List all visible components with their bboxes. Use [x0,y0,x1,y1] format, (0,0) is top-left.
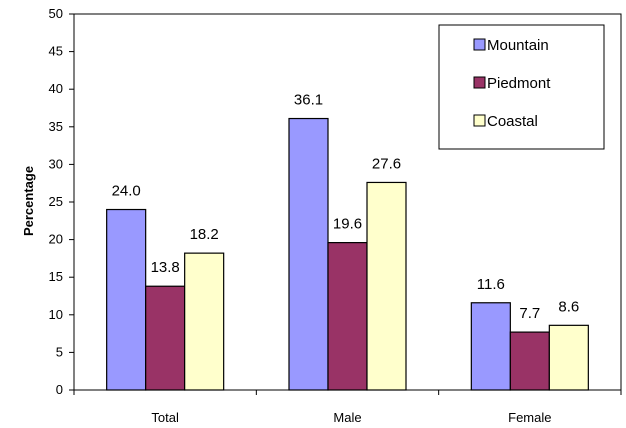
bars [106,117,589,391]
data-label: 27.6 [372,155,401,172]
y-tick-label: 5 [56,344,63,359]
bar-piedmont-male [327,242,368,391]
y-tick-label: 40 [49,81,63,96]
legend-swatch-coastal [473,114,486,127]
y-tick-label: 50 [49,6,63,21]
bar-mountain-female [470,302,511,391]
y-tick-label: 15 [49,269,63,284]
bar-piedmont-female [509,331,550,391]
legend-box [438,24,605,150]
legend-label-piedmont: Piedmont [487,75,551,92]
data-label: 13.8 [151,259,180,276]
y-tick-label: 20 [49,232,63,247]
y-tick-label: 0 [56,382,63,397]
x-category-label: Total [151,410,179,425]
data-label: 8.6 [558,298,579,315]
data-label: 24.0 [112,183,141,200]
y-axis-ticks: 0 5 10 15 20 25 30 35 40 45 50 [49,6,74,397]
data-label: 11.6 [477,276,505,293]
y-tick-label: 30 [49,156,63,171]
category-labels: Total Male Female [151,410,551,425]
data-labels: 24.0 13.8 18.2 36.1 19.6 27.6 11.6 7.7 8.6 [112,92,580,323]
bar-coastal-female [548,324,589,391]
x-category-label: Female [508,410,551,425]
legend-label-coastal: Coastal [487,113,538,130]
y-tick-label: 10 [49,307,63,322]
data-label: 18.2 [190,226,219,243]
bar-piedmont-total [145,285,186,391]
data-label: 7.7 [519,305,540,322]
y-axis-label: Percentage [21,166,36,236]
legend: Mountain Piedmont Coastal [438,24,605,150]
bar-coastal-total [184,252,225,391]
data-label: 36.1 [294,92,323,109]
legend-label-mountain: Mountain [487,37,549,54]
x-category-label: Male [333,410,361,425]
y-tick-label: 45 [49,44,63,59]
legend-swatch-piedmont [473,76,486,89]
legend-swatch-mountain [473,38,486,51]
y-tick-label: 35 [49,119,63,134]
bar-coastal-male [366,181,407,391]
y-tick-label: 25 [49,194,63,209]
bar-mountain-total [106,208,147,391]
bar-mountain-male [288,117,329,391]
data-label: 19.6 [333,216,362,233]
